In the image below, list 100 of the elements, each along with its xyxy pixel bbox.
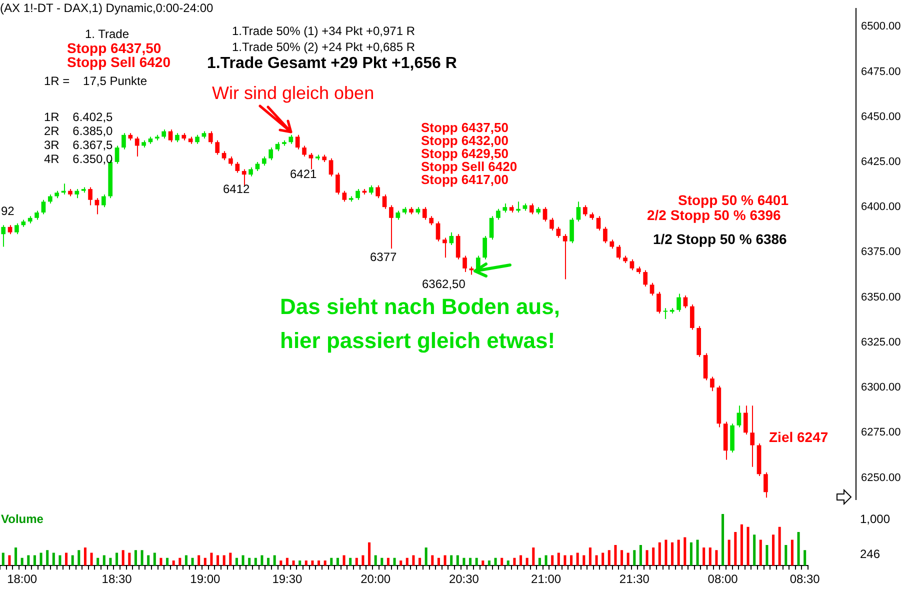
annotation: 4R 6.350,0	[44, 152, 114, 166]
bar	[702, 548, 706, 566]
bar	[456, 555, 459, 566]
y-tick-label: 6375.00	[861, 246, 901, 258]
bar	[494, 558, 497, 566]
y-tick-label: 6350.00	[861, 291, 901, 304]
bar	[639, 544, 642, 566]
bar	[65, 552, 68, 566]
bar	[216, 555, 220, 566]
bar	[166, 558, 169, 566]
x-tick-label: 18:30	[102, 572, 132, 586]
bar	[153, 552, 156, 566]
x-tick-label: 20:00	[360, 572, 391, 586]
x-tick-label: 08:30	[790, 572, 820, 586]
bar	[753, 534, 756, 566]
bar	[204, 558, 206, 566]
annotation: 6362,50	[422, 277, 466, 291]
annotation: 6421	[290, 167, 318, 181]
bar	[78, 550, 80, 566]
x-tick-label: 18:00	[7, 572, 38, 586]
bar	[84, 548, 86, 566]
bar	[311, 560, 314, 566]
bar	[2, 552, 4, 566]
bar	[178, 558, 182, 566]
annotation: 2R 6.385,0	[44, 124, 114, 138]
annotation: 1.Trade 50% (1) +34 Pkt +0,971 R	[232, 24, 416, 38]
bar	[708, 548, 712, 566]
bar	[222, 555, 226, 566]
bar	[96, 558, 100, 566]
annotation: Stopp 6437,50	[421, 120, 508, 135]
bar	[109, 558, 112, 566]
bar	[633, 550, 636, 566]
bar	[342, 555, 346, 566]
bar	[318, 560, 320, 566]
candlestick	[81, 186, 86, 194]
annotation: Stopp 50 % 6401	[678, 192, 789, 208]
bar	[444, 555, 446, 566]
bar	[260, 555, 264, 566]
annotation: 1.Trade Gesamt +29 Pkt +1,656 R	[207, 55, 458, 72]
bar	[626, 552, 630, 566]
bar	[595, 555, 598, 566]
candlestick	[282, 140, 286, 146]
y-tick-label: 6500.00	[861, 20, 901, 33]
bar	[355, 558, 358, 566]
annotation: 1R 6.402,5	[44, 110, 114, 124]
bar	[304, 560, 308, 566]
annotation: Stopp 6437,50	[67, 40, 162, 56]
bar	[386, 558, 390, 566]
bar	[759, 540, 762, 566]
bar	[646, 550, 648, 566]
bar	[804, 550, 806, 566]
bar	[248, 558, 251, 566]
bar	[46, 550, 49, 566]
y-tick-label: 6400.00	[861, 201, 901, 214]
bar	[298, 560, 302, 566]
bar	[27, 555, 30, 566]
bar	[506, 560, 510, 566]
y-tick-label: 6475.00	[861, 66, 901, 78]
bar	[368, 542, 371, 566]
annotation: 92	[1, 204, 15, 218]
bar	[746, 526, 750, 566]
bar	[557, 552, 560, 566]
bar	[677, 540, 680, 566]
bar	[40, 552, 42, 566]
bar	[400, 560, 402, 566]
bar	[784, 544, 788, 566]
bar	[500, 558, 504, 566]
bar	[722, 514, 724, 566]
bar	[482, 560, 484, 566]
annotation: Wir sind gleich oben	[212, 83, 374, 103]
bar	[286, 558, 288, 566]
bar	[122, 550, 124, 566]
bar	[14, 548, 18, 566]
x-tick-label: 08:00	[708, 572, 738, 586]
bar	[526, 558, 528, 566]
bar	[652, 548, 655, 566]
y-tick-label: 6300.00	[861, 382, 901, 394]
bar	[772, 534, 775, 566]
bar	[488, 560, 490, 566]
bar	[330, 558, 333, 566]
bar	[134, 550, 137, 566]
bar	[431, 555, 434, 566]
annotation: 6377	[370, 250, 398, 264]
bar	[570, 555, 573, 566]
bar	[684, 537, 686, 566]
bar	[172, 560, 175, 566]
annotation: Ziel 6247	[769, 429, 828, 445]
bar	[160, 558, 162, 566]
bar	[690, 542, 692, 566]
y-tick-label: 6325.00	[861, 336, 901, 348]
bar	[544, 555, 548, 566]
bar	[766, 544, 768, 566]
annotation: hier passiert gleich etwas!	[280, 328, 556, 353]
annotation: Das sieht nach Boden aus,	[280, 294, 560, 319]
annotation: 6412	[223, 182, 250, 196]
bar	[374, 555, 377, 566]
bar	[184, 555, 188, 566]
bar	[602, 552, 604, 566]
annotation: 3R 6.367,5	[44, 138, 114, 152]
bar	[412, 555, 415, 566]
